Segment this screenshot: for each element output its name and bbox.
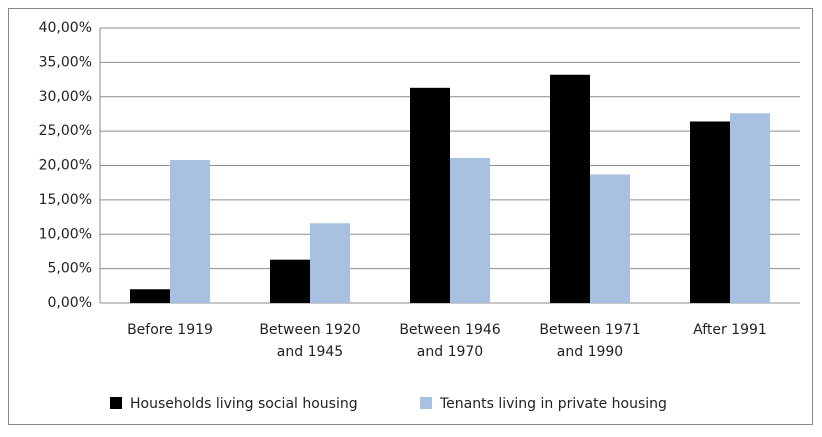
legend-swatch — [420, 397, 432, 409]
y-tick-label: 25,00% — [39, 123, 92, 139]
x-tick-label: Between 1920 — [259, 322, 360, 338]
x-tick-label: and 1970 — [417, 344, 483, 360]
legend-label: Tenants living in private housing — [439, 396, 667, 412]
bar — [590, 174, 630, 303]
legend-label: Households living social housing — [130, 396, 358, 412]
y-tick-label: 10,00% — [39, 226, 92, 242]
y-tick-label: 30,00% — [39, 89, 92, 105]
x-tick-label: and 1945 — [277, 344, 343, 360]
bar — [170, 160, 210, 303]
bar — [270, 259, 310, 303]
y-tick-label: 35,00% — [39, 54, 92, 70]
x-tick-label: Before 1919 — [127, 322, 213, 338]
bar — [550, 74, 590, 303]
bar — [410, 87, 450, 303]
y-tick-label: 20,00% — [39, 158, 92, 174]
x-tick-label: Between 1946 — [399, 322, 500, 338]
x-tick-label: Between 1971 — [539, 322, 640, 338]
bar — [130, 289, 170, 303]
bar — [310, 223, 350, 303]
x-tick-label: After 1991 — [693, 322, 767, 338]
legend-swatch — [110, 397, 122, 409]
y-tick-label: 15,00% — [39, 192, 92, 208]
y-tick-label: 40,00% — [39, 20, 92, 36]
y-tick-label: 0,00% — [48, 295, 92, 311]
bar — [730, 113, 770, 303]
y-tick-label: 5,00% — [48, 261, 92, 277]
x-tick-label: and 1990 — [557, 344, 623, 360]
bar — [450, 157, 490, 303]
bar — [690, 121, 730, 303]
